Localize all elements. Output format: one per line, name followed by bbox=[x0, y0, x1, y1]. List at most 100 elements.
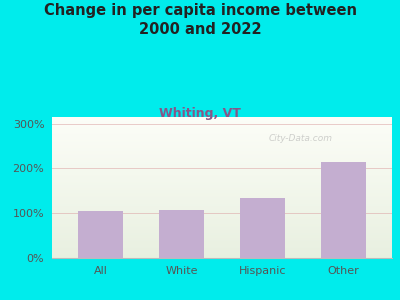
Bar bbox=[52, 236, 392, 237]
Bar bbox=[52, 223, 392, 224]
Bar bbox=[52, 254, 392, 255]
Bar bbox=[52, 241, 392, 242]
Bar bbox=[52, 124, 392, 125]
Bar bbox=[52, 145, 392, 147]
Bar bbox=[52, 141, 392, 142]
Bar bbox=[52, 164, 392, 165]
Bar bbox=[240, 198, 285, 258]
Bar bbox=[52, 245, 392, 247]
Bar bbox=[52, 133, 392, 134]
Bar bbox=[52, 228, 392, 230]
Bar bbox=[52, 218, 392, 220]
Bar bbox=[52, 134, 392, 135]
Bar bbox=[52, 147, 392, 148]
Bar bbox=[52, 142, 392, 144]
Bar bbox=[52, 183, 392, 185]
Bar bbox=[52, 188, 392, 189]
Bar bbox=[52, 256, 392, 258]
Bar bbox=[52, 209, 392, 210]
Bar bbox=[52, 202, 392, 203]
Bar bbox=[52, 186, 392, 188]
Bar bbox=[52, 123, 392, 124]
Bar bbox=[52, 151, 392, 152]
Bar bbox=[52, 190, 392, 192]
Bar bbox=[52, 120, 392, 121]
Bar bbox=[52, 179, 392, 180]
Bar bbox=[52, 231, 392, 232]
Bar bbox=[52, 192, 392, 193]
Bar bbox=[78, 211, 123, 258]
Bar bbox=[159, 210, 204, 258]
Text: City-Data.com: City-Data.com bbox=[268, 134, 332, 143]
Bar bbox=[52, 212, 392, 213]
Bar bbox=[52, 217, 392, 218]
Bar bbox=[52, 171, 392, 172]
Bar bbox=[52, 169, 392, 171]
Bar bbox=[52, 204, 392, 206]
Bar bbox=[52, 242, 392, 244]
Bar bbox=[52, 227, 392, 228]
Bar bbox=[52, 182, 392, 183]
Bar bbox=[52, 175, 392, 176]
Bar bbox=[52, 232, 392, 234]
Bar bbox=[52, 137, 392, 138]
Bar bbox=[52, 161, 392, 162]
Bar bbox=[52, 199, 392, 200]
Bar bbox=[52, 237, 392, 238]
Bar bbox=[52, 238, 392, 240]
Bar bbox=[52, 152, 392, 154]
Bar bbox=[52, 162, 392, 164]
Bar bbox=[52, 196, 392, 197]
Bar bbox=[52, 247, 392, 248]
Bar bbox=[321, 162, 366, 258]
Bar bbox=[52, 213, 392, 214]
Bar bbox=[52, 138, 392, 140]
Bar bbox=[52, 244, 392, 245]
Bar bbox=[52, 166, 392, 168]
Bar bbox=[52, 144, 392, 145]
Bar bbox=[52, 251, 392, 252]
Bar bbox=[52, 154, 392, 155]
Bar bbox=[52, 135, 392, 137]
Bar bbox=[52, 140, 392, 141]
Bar bbox=[52, 178, 392, 179]
Bar bbox=[52, 149, 392, 151]
Bar bbox=[52, 176, 392, 178]
Bar bbox=[52, 197, 392, 199]
Bar bbox=[52, 172, 392, 173]
Bar bbox=[52, 206, 392, 207]
Bar bbox=[52, 158, 392, 159]
Bar bbox=[52, 168, 392, 169]
Bar bbox=[52, 255, 392, 256]
Bar bbox=[52, 252, 392, 254]
Bar bbox=[52, 148, 392, 149]
Bar bbox=[52, 193, 392, 194]
Bar bbox=[52, 165, 392, 166]
Bar bbox=[52, 128, 392, 130]
Bar bbox=[52, 157, 392, 158]
Bar bbox=[52, 130, 392, 131]
Bar bbox=[52, 214, 392, 216]
Bar bbox=[52, 240, 392, 241]
Bar bbox=[52, 224, 392, 226]
Bar bbox=[52, 117, 392, 118]
Bar bbox=[52, 200, 392, 202]
Bar bbox=[52, 155, 392, 157]
Bar bbox=[52, 207, 392, 209]
Bar bbox=[52, 210, 392, 212]
Bar bbox=[52, 189, 392, 190]
Bar bbox=[52, 159, 392, 161]
Bar bbox=[52, 127, 392, 128]
Bar bbox=[52, 118, 392, 120]
Bar bbox=[52, 221, 392, 223]
Bar bbox=[52, 234, 392, 236]
Bar bbox=[52, 226, 392, 227]
Bar bbox=[52, 220, 392, 221]
Bar bbox=[52, 121, 392, 123]
Bar bbox=[52, 131, 392, 133]
Bar bbox=[52, 125, 392, 127]
Bar bbox=[52, 250, 392, 251]
Bar bbox=[52, 230, 392, 231]
Text: Whiting, VT: Whiting, VT bbox=[159, 106, 241, 119]
Text: Change in per capita income between
2000 and 2022: Change in per capita income between 2000… bbox=[44, 3, 356, 37]
